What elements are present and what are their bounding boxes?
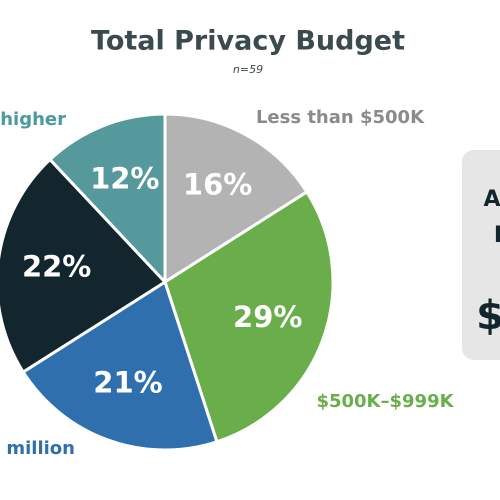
callout-text: I <box>494 223 500 248</box>
pie-slice <box>0 157 168 375</box>
callout-text: A <box>483 187 500 212</box>
callout-box <box>462 150 500 360</box>
value-label: 12% <box>90 161 159 195</box>
chart-title: Total Privacy Budget <box>91 26 405 57</box>
category-label: million <box>6 438 75 459</box>
pie-slice <box>163 189 335 444</box>
value-label: 16% <box>183 167 252 201</box>
callout-text: $ <box>476 293 500 339</box>
category-label: higher <box>0 109 66 130</box>
category-label: Less than $500K <box>256 107 425 128</box>
value-label: 22% <box>22 249 91 283</box>
value-label: 21% <box>93 366 162 400</box>
value-label: 29% <box>233 300 302 334</box>
pie-slice <box>21 279 219 452</box>
category-label: $500K–$999K <box>316 391 454 412</box>
pie-slice <box>163 112 309 285</box>
pie-slice <box>47 112 167 286</box>
chart-subtitle: n=59 <box>233 63 263 76</box>
